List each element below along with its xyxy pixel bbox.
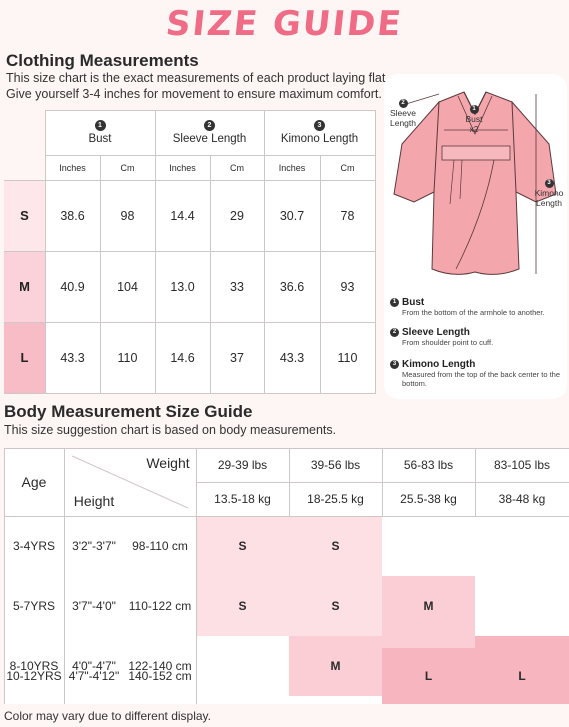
size-row2-col3: M	[423, 599, 434, 613]
fill-row4	[382, 648, 569, 704]
header-diagonal	[71, 455, 189, 509]
weight-header: Weight	[146, 455, 190, 471]
size-m: M	[19, 279, 30, 294]
age-header: Age	[21, 474, 47, 490]
cell-l-bust-cm: 110	[117, 350, 138, 365]
cell-m-kimono-in: 36.6	[279, 279, 305, 294]
age-row3: 8-10YRS	[9, 659, 59, 673]
cell-l-sleeve-cm: 37	[230, 350, 244, 365]
illus-kimono-label: 3 Kimono Length	[534, 179, 564, 208]
cell-l-kimono-in: 43.3	[279, 350, 305, 365]
fill-row2-m	[382, 576, 475, 636]
legend-kimono: 3 Kimono Length Measured from the top of …	[390, 359, 562, 388]
col-kimono: 3 Kimono Length	[264, 110, 375, 155]
size-l: L	[20, 350, 29, 365]
cell-s-bust-cm: 98	[120, 208, 135, 223]
cell-m-bust-in: 40.9	[60, 279, 85, 294]
weight-lbs-1: 29-39 lbs	[217, 458, 268, 472]
cell-s-kimono-in: 30.7	[279, 208, 305, 223]
height-ft-row3: 4'0"-4'7"	[72, 659, 116, 673]
cell-s-sleeve-in: 14.4	[170, 208, 195, 223]
age-row4: 10-12YRS	[6, 669, 62, 683]
age-row1: 3-4YRS	[12, 539, 56, 553]
height-header: Height	[73, 493, 115, 509]
cell-m-sleeve-cm: 33	[230, 279, 244, 294]
size-s-fill	[4, 180, 45, 251]
size-row4-col3: L	[424, 669, 433, 683]
legend-bust: 1 Bust From the bottom of the armhole to …	[390, 297, 545, 317]
size-row4-col4: L	[518, 669, 526, 683]
weight-kg-1: 13.5-18 kg	[214, 492, 271, 506]
cell-l-kimono-cm: 110	[337, 350, 358, 365]
legend-sleeve: 2 Sleeve Length From shoulder point to cu…	[390, 327, 493, 347]
col-sleeve: 2 Sleeve Length	[155, 110, 264, 155]
cell-l-bust-in: 43.3	[60, 350, 85, 365]
unit-cm-3: Cm	[340, 162, 355, 173]
weight-lbs-4: 83-105 lbs	[493, 458, 551, 472]
kimono-drawing	[393, 91, 557, 275]
size-row2-col2: S	[331, 599, 340, 613]
cell-s-kimono-cm: 78	[340, 208, 355, 223]
col-bust: 1 Bust	[45, 110, 155, 155]
height-ft-row2: 3'7"-4'0"	[72, 599, 116, 613]
unit-inches-2: Inches	[169, 162, 196, 173]
cell-m-sleeve-in: 13.0	[170, 279, 195, 294]
weight-lbs-2: 39-56 lbs	[310, 458, 361, 472]
banner: SIZE GUIDE	[0, 0, 569, 48]
unit-cm-2: Cm	[230, 162, 244, 173]
col-kimono-label: Kimono Length	[280, 133, 359, 145]
body-heading: Body Measurement Size Guide	[4, 402, 253, 421]
height-cm-row1: 98-110 cm	[132, 539, 188, 553]
badge-1: 1	[94, 120, 106, 131]
footnote: Color may vary due to different display.	[4, 709, 211, 723]
height-cm-row4: 140-152 cm	[128, 669, 192, 683]
unit-cm-1: Cm	[120, 162, 135, 173]
height-cm-row2: 110-122 cm	[128, 599, 192, 613]
fill-row1	[196, 516, 382, 576]
weight-kg-3: 25.5-38 kg	[400, 492, 457, 506]
size-row3-col2: M	[330, 659, 341, 673]
badge-2: 2	[204, 120, 215, 131]
body-desc: This size suggestion chart is based on b…	[4, 423, 337, 437]
size-s: S	[20, 208, 29, 223]
size-row1-col1: S	[238, 539, 247, 553]
badge-3: 3	[314, 120, 325, 131]
illus-bust-label: 1 Bust x2	[465, 105, 483, 134]
clothing-desc-2: Give yourself 3-4 inches for movement to…	[6, 87, 382, 101]
fill-row2-s	[196, 576, 382, 636]
size-row1-col2: S	[331, 539, 340, 553]
unit-inches-3: Inches	[278, 162, 306, 173]
cell-s-bust-in: 38.6	[60, 208, 85, 223]
age-row2: 5-7YRS	[12, 599, 56, 613]
col-sleeve-label: Sleeve Length	[172, 133, 247, 145]
unit-inches-1: Inches	[59, 162, 86, 173]
weight-kg-4: 38-48 kg	[498, 492, 546, 506]
cell-m-kimono-cm: 93	[340, 279, 355, 294]
weight-kg-2: 18-25.5 kg	[307, 492, 364, 506]
size-guide-title: SIZE GUIDE	[164, 4, 405, 44]
clothing-measurements-table: 1 Bust 2 Sleeve Length 3 Kimono Length I…	[0, 110, 376, 394]
cell-m-bust-cm: 104	[117, 279, 138, 294]
illus-sleeve-label: 2 Sleeve Length	[390, 99, 416, 128]
size-l-fill	[4, 322, 45, 393]
height-ft-row1: 3'2"-3'7"	[72, 539, 116, 553]
size-m-fill	[4, 251, 45, 322]
clothing-desc-1: This size chart is the exact measurement…	[6, 71, 389, 85]
cell-l-sleeve-in: 14.6	[170, 350, 195, 365]
clothing-heading: Clothing Measurements	[6, 51, 199, 70]
height-ft-row4: 4'7"-4'12"	[68, 669, 120, 683]
size-row2-col1: S	[238, 599, 247, 613]
kimono-illustration-card: 2 Sleeve Length 1 Bust x2 3 Kimono Lengt…	[384, 74, 567, 399]
cell-s-sleeve-cm: 29	[230, 208, 244, 223]
weight-lbs-3: 56-83 lbs	[403, 458, 454, 472]
height-cm-row3: 122-140 cm	[128, 659, 192, 673]
col-bust-label: Bust	[88, 133, 112, 145]
